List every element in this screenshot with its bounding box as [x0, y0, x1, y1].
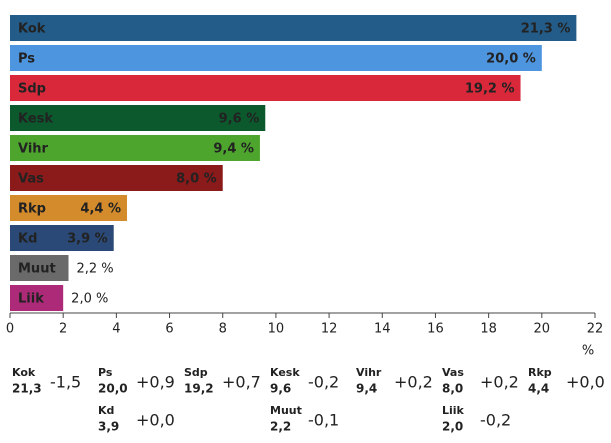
summary-share: 2,2: [270, 420, 291, 434]
summary-change: -0,2: [480, 411, 511, 430]
summary-change: -1,5: [50, 373, 81, 392]
x-tick-label: 6: [165, 322, 173, 337]
bar-category-label: Kd: [18, 232, 37, 247]
bar: [10, 105, 266, 131]
bar: [10, 15, 577, 41]
bar-value-label: 4,4 %: [80, 202, 121, 217]
x-tick-label: 0: [6, 322, 14, 337]
summary-share: 8,0: [442, 382, 463, 396]
summary-change: +0,7: [222, 373, 261, 392]
x-tick-label: 4: [112, 322, 120, 337]
bar-value-label: 9,6 %: [219, 112, 260, 127]
summary-change: +0,0: [566, 373, 605, 392]
summary: Kok 21,3 -1,5 Ps 20,0 +0,9 Sdp 19,2 +0,7 Kesk 9,6 -…: [12, 366, 605, 434]
summary-change: -0,1: [308, 411, 339, 430]
summary-share: 2,0: [442, 420, 463, 434]
bar-category-label: Vas: [18, 172, 44, 187]
summary-change: +0,0: [136, 411, 175, 430]
summary-party: Kok: [12, 366, 36, 379]
bar-category-label: Rkp: [18, 202, 46, 217]
x-tick-label: 16: [427, 322, 444, 337]
summary-change: +0,2: [480, 373, 519, 392]
x-tick-label: 8: [219, 322, 227, 337]
x-axis-label: %: [582, 344, 594, 359]
summary-change: +0,2: [394, 373, 433, 392]
summary-party: Vihr: [356, 366, 382, 379]
summary-party: Kesk: [270, 366, 300, 379]
x-tick-label: 14: [374, 322, 391, 337]
bar: [10, 135, 260, 161]
summary-change: -0,2: [308, 373, 339, 392]
x-tick-label: 12: [321, 322, 338, 337]
summary-party: Ps: [98, 366, 113, 379]
summary-share: 19,2: [184, 382, 214, 396]
summary-share: 9,4: [356, 382, 377, 396]
summary-share: 9,6: [270, 382, 291, 396]
bar: [10, 255, 69, 281]
x-tick-label: 20: [534, 322, 551, 337]
x-tick-label: 10: [268, 322, 285, 337]
bar-value-label: 9,4 %: [213, 142, 254, 157]
summary-party: Rkp: [528, 366, 552, 379]
summary-share: 4,4: [528, 382, 549, 396]
summary-change: +0,9: [136, 373, 175, 392]
bar: [10, 195, 127, 221]
bar-category-label: Liik: [18, 292, 44, 307]
summary-share: 20,0: [98, 382, 128, 396]
summary-party: Liik: [442, 404, 465, 417]
bar-value-label: 21,3 %: [521, 22, 571, 37]
summary-party: Vas: [442, 366, 464, 379]
x-tick-label: 2: [59, 322, 67, 337]
bar-category-label: Kok: [18, 22, 46, 37]
x-tick-label: 18: [480, 322, 497, 337]
bar-value-label: 3,9 %: [67, 232, 108, 247]
bar: [10, 225, 114, 251]
bar-value-label: 19,2 %: [465, 82, 515, 97]
summary-share: 3,9: [98, 420, 119, 434]
bar-value-label: 8,0 %: [176, 172, 217, 187]
bar-value-label: 2,2 %: [77, 262, 114, 277]
summary-party: Kd: [98, 404, 114, 417]
bar: [10, 45, 542, 71]
bar-category-label: Ps: [18, 52, 35, 67]
x-tick-label: 22: [587, 322, 604, 337]
bar-category-label: Sdp: [18, 82, 46, 97]
bar-value-label: 2,0 %: [71, 292, 108, 307]
bar-category-label: Vihr: [18, 142, 49, 157]
summary-share: 21,3: [12, 382, 42, 396]
summary-party: Sdp: [184, 366, 208, 379]
bar-category-label: Kesk: [18, 112, 53, 127]
bar-category-label: Muut: [18, 262, 56, 277]
bar: [10, 75, 521, 101]
bar-value-label: 20,0 %: [486, 52, 536, 67]
summary-party: Muut: [270, 404, 302, 417]
bar: [10, 165, 223, 191]
bar: [10, 285, 64, 311]
